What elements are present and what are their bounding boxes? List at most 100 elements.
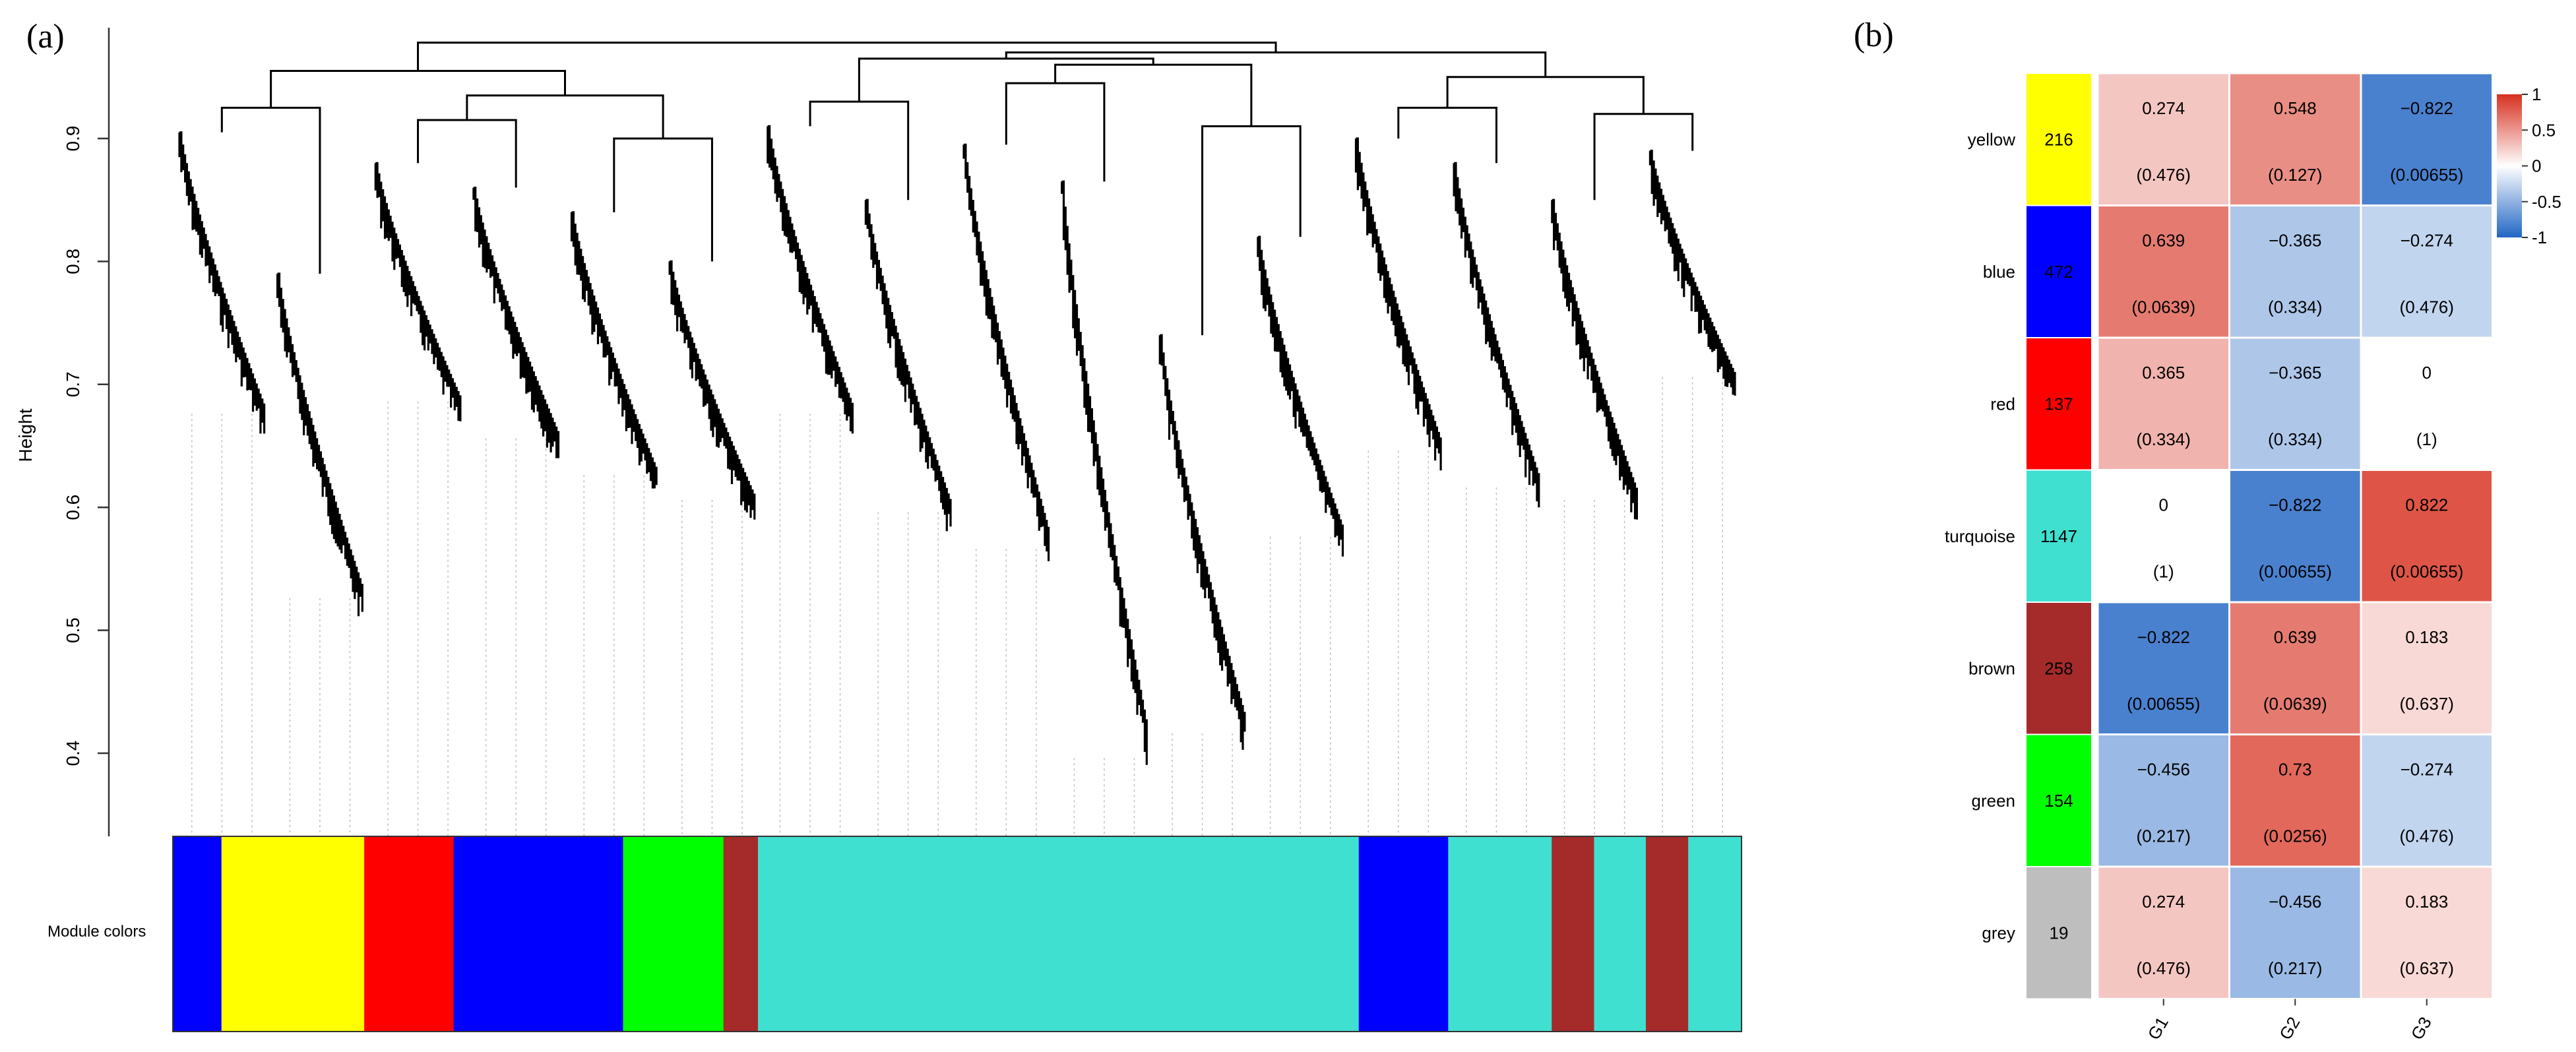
swatch-turquoise (2026, 470, 2091, 602)
dendrogram-cluster (668, 260, 756, 520)
colorbar-tick-label: -0.5 (2532, 192, 2561, 212)
colorbar-tick-label: 0 (2532, 156, 2541, 176)
dendrogram-cluster (472, 187, 560, 458)
colorbar-tick-label: 1 (2532, 84, 2541, 104)
heat-cell-pvalue: (0.334) (2268, 297, 2322, 317)
module-segment-turquoise (757, 836, 1360, 1032)
dendrogram-join (809, 100, 910, 201)
y-axis-label: Height (15, 408, 36, 462)
heat-cell (2228, 865, 2362, 1000)
y-axis: 0.4 0.5 0.6 0.7 0.8 0.9 (63, 28, 110, 836)
heat-cell-pvalue: (0.217) (2137, 826, 2191, 846)
heat-cell-pvalue: (0.476) (2137, 958, 2191, 978)
swatch-brown (2026, 603, 2091, 734)
y-tick-label: 0.9 (63, 126, 83, 152)
heat-cell (2228, 601, 2362, 735)
dendrogram-branches (178, 42, 1736, 765)
dendrogram-join (466, 94, 664, 139)
dendrogram-cluster (1453, 162, 1540, 508)
heat-cell-pvalue: (0.637) (2400, 694, 2454, 714)
y-tick-label: 0.5 (63, 617, 83, 643)
module-count-blue: 472 (2044, 262, 2073, 282)
column-label-G3: G3 (2407, 1014, 2435, 1043)
dendrogram-join (1397, 106, 1497, 164)
dendrogram-cluster (178, 131, 266, 434)
heat-cell-pvalue: (0.334) (2137, 429, 2191, 449)
heat-cell (2096, 204, 2230, 339)
module-segment-turquoise (1688, 836, 1742, 1032)
module-segment-blue (173, 836, 222, 1032)
heat-cell-value: 0.73 (2278, 760, 2312, 780)
row-label-turquoise: turquoise (1945, 526, 2015, 546)
module-swatches: 216 472 137 1147 258 154 19 (2026, 74, 2091, 999)
panel-b-heatmap: (b) yellow blue red turquoise brown green grey… (1854, 16, 2561, 1043)
row-label-brown: brown (1968, 658, 2015, 678)
module-colors-bar (172, 836, 1742, 1032)
module-segment-blue (453, 836, 623, 1032)
heat-cell-value: −0.274 (2401, 760, 2453, 780)
heat-cell (2096, 72, 2230, 206)
heat-cell-pvalue: (0.0639) (2131, 297, 2195, 317)
heat-cell-pvalue: (0.637) (2400, 958, 2454, 978)
heat-cell-value: −0.456 (2137, 760, 2190, 780)
heat-cell-pvalue: (0.00655) (2127, 694, 2200, 714)
colorbar: 1 0.5 0 -0.5 -1 (2497, 84, 2561, 247)
row-label-blue: blue (1983, 262, 2015, 282)
dendrogram-join (1054, 63, 1253, 127)
panel-a-dendrogram: (a) Height 0.4 0.5 0.6 0.7 0.8 0.9 Module col… (15, 18, 1742, 1032)
dendrogram-cluster (1649, 150, 1736, 396)
heatmap-column-labels: G1 G2 G3 (2144, 999, 2435, 1043)
row-label-red: red (1990, 394, 2015, 414)
dendrogram-join (417, 42, 1277, 71)
y-tick-label: 0.7 (63, 371, 83, 397)
heat-cell-pvalue: (0.00655) (2390, 562, 2463, 582)
colorbar-tick-label: -1 (2532, 228, 2547, 247)
module-colors-label: Module colors (47, 923, 146, 941)
module-segment-turquoise (1448, 836, 1552, 1032)
heat-cell (2360, 72, 2494, 206)
heatmap-row-labels: yellow blue red turquoise brown green grey (1945, 129, 2015, 943)
dendrogram-cluster (1061, 180, 1148, 765)
module-segment-turquoise (1594, 836, 1647, 1032)
module-segment-yellow (221, 836, 365, 1032)
heat-cell (2228, 336, 2362, 471)
swatch-yellow (2026, 74, 2091, 205)
heat-cell (2096, 733, 2230, 868)
module-bar-border (172, 836, 1742, 1032)
module-count-brown: 258 (2044, 658, 2073, 678)
panel-b-tag: (b) (1854, 16, 1894, 54)
module-segment-brown (1552, 836, 1594, 1032)
heat-cell-pvalue: (1) (2416, 429, 2437, 449)
heat-cell-pvalue: (1) (2153, 562, 2174, 582)
dendrogram-join (613, 137, 713, 262)
heat-cell-value: −0.822 (2137, 627, 2190, 647)
dendrogram-cluster (1257, 235, 1344, 557)
swatch-green (2026, 735, 2091, 866)
dendrogram-cluster (962, 143, 1050, 561)
heat-cell (2096, 469, 2230, 603)
dendrogram-cluster (1551, 199, 1638, 520)
heat-cell-pvalue: (0.476) (2137, 165, 2191, 185)
heat-cell-value: 0.183 (2405, 627, 2448, 647)
heat-cell-pvalue: (0.127) (2268, 165, 2322, 185)
heat-cell-value: −0.456 (2269, 892, 2321, 912)
dendrogram-cluster (1158, 334, 1246, 750)
heat-cell (2096, 601, 2230, 735)
module-segment-brown (723, 836, 759, 1032)
dendrogram-join (1201, 125, 1302, 336)
dendrogram-cluster (864, 199, 952, 532)
colorbar-tick-label: 0.5 (2532, 120, 2556, 140)
dendrogram-cluster (767, 125, 854, 434)
heat-cell-pvalue: (0.476) (2400, 826, 2454, 846)
dendrogram-guide-lines (191, 377, 1723, 836)
module-count-yellow: 216 (2044, 129, 2073, 149)
heat-cell (2228, 733, 2362, 868)
column-label-G1: G1 (2144, 1014, 2172, 1043)
heat-cell (2228, 72, 2362, 206)
heat-cell-pvalue: (0.0639) (2263, 694, 2327, 714)
dendrogram-cluster (570, 211, 658, 489)
dendrogram-join (220, 106, 321, 274)
row-label-green: green (1972, 791, 2016, 811)
row-label-grey: grey (1982, 923, 2015, 943)
dendrogram-join (1593, 113, 1694, 201)
